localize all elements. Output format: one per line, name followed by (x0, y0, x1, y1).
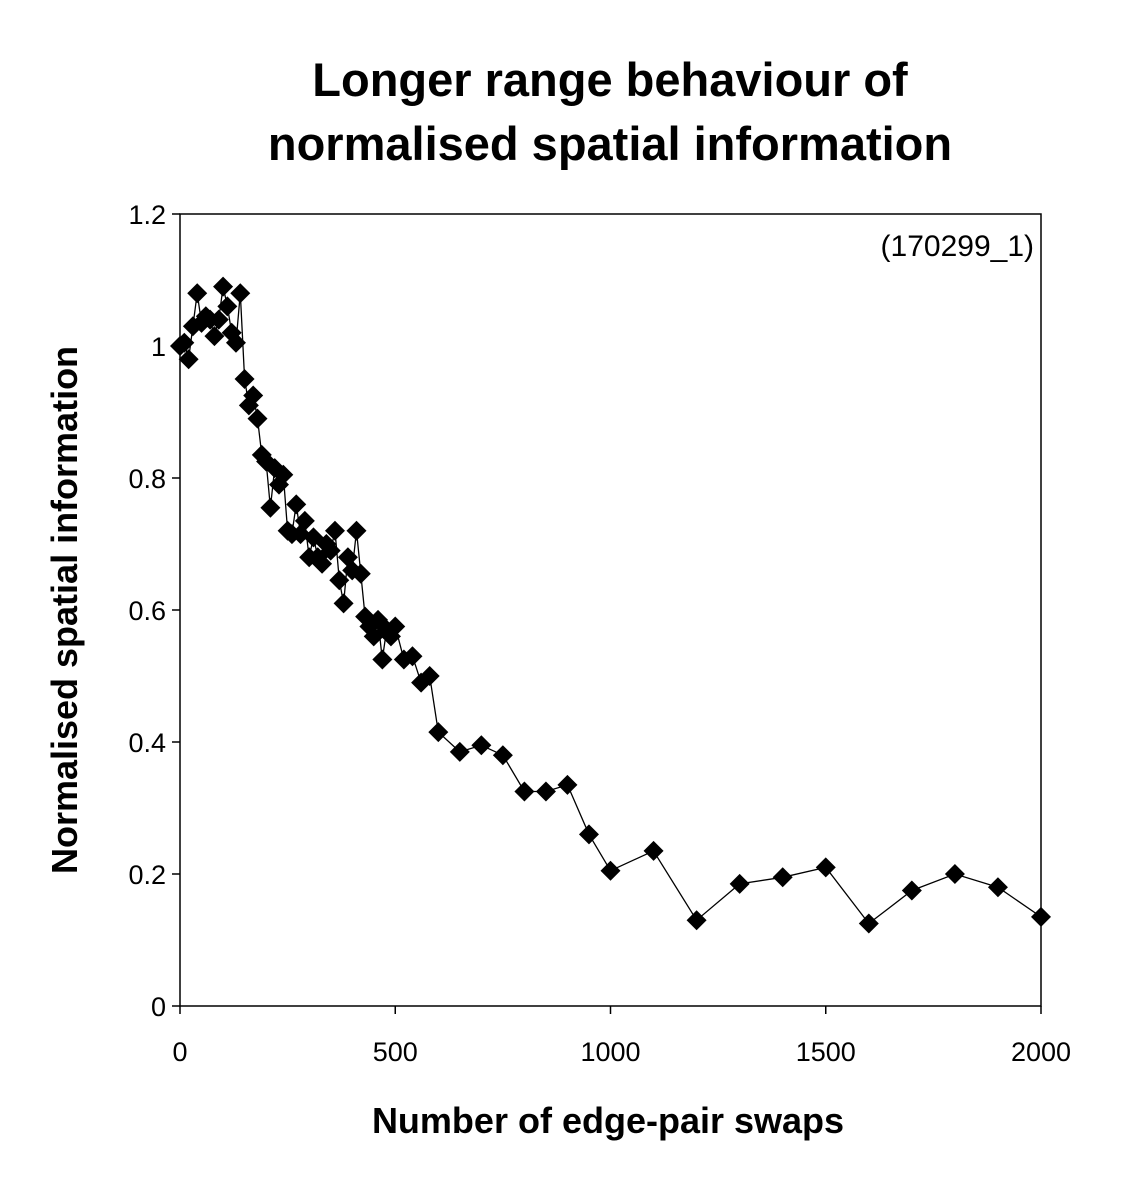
data-point (187, 283, 208, 304)
chart-title-line-2: normalised spatial information (268, 117, 952, 170)
y-tick-label: 0.8 (128, 464, 166, 494)
data-point (273, 464, 294, 485)
plot-area: 0 0.2 0.4 0.6 0.8 1 1.2 0 500 1000 1500 2000 (128, 200, 1071, 1067)
data-point (402, 646, 423, 667)
data-point (225, 332, 246, 353)
data-point (686, 910, 707, 931)
y-tick-label: 1.2 (128, 200, 166, 230)
data-point (243, 385, 264, 406)
data-point (428, 722, 449, 743)
data-point (600, 860, 621, 881)
y-axis-label: Normalised spatial information (44, 346, 85, 874)
data-point (260, 497, 281, 518)
data-point (230, 283, 251, 304)
chart-title-line-1: Longer range behaviour of (312, 53, 908, 106)
data-point (312, 553, 333, 574)
data-point (204, 326, 225, 347)
data-point (858, 913, 879, 934)
data-point (234, 369, 255, 389)
x-tick-label: 2000 (1011, 1037, 1071, 1067)
data-point (178, 349, 199, 370)
data-point (208, 309, 229, 330)
data-point (346, 520, 367, 541)
y-tick-label: 0.6 (128, 596, 166, 626)
y-tick-label: 0.2 (128, 860, 166, 890)
y-tick-label: 1 (151, 332, 166, 362)
data-point (772, 867, 793, 888)
data-point (535, 781, 556, 802)
data-point (514, 781, 535, 802)
data-point (333, 593, 354, 614)
data-point (324, 520, 345, 541)
data-point (815, 857, 836, 878)
x-tick-label: 0 (172, 1037, 187, 1067)
data-point (372, 649, 393, 670)
data-point (217, 296, 238, 317)
x-tick-label: 1500 (796, 1037, 856, 1067)
data-point (987, 877, 1008, 898)
data-point (320, 540, 341, 561)
data-point (294, 510, 315, 531)
series-line (179, 286, 1042, 925)
data-point (557, 774, 578, 795)
data-point (1031, 906, 1051, 927)
data-point (174, 332, 195, 353)
data-point (578, 824, 599, 845)
data-point (643, 840, 664, 861)
data-point (492, 745, 513, 766)
data-point (901, 880, 922, 901)
data-point (449, 741, 470, 762)
data-point (329, 570, 350, 591)
data-point (729, 873, 750, 894)
data-point (385, 616, 406, 637)
x-tick-label: 500 (373, 1037, 418, 1067)
data-point (944, 864, 965, 884)
chart-annotation: (170299_1) (881, 230, 1034, 263)
y-tick-label: 0 (151, 992, 166, 1022)
data-point (419, 666, 440, 686)
data-point (350, 563, 371, 584)
x-axis-label: Number of edge-pair swaps (372, 1100, 844, 1141)
data-point (286, 494, 307, 515)
x-tick-label: 1000 (580, 1037, 640, 1067)
data-point (471, 735, 492, 756)
data-point (247, 408, 268, 429)
data-point (213, 276, 234, 297)
y-tick-label: 0.4 (128, 728, 166, 758)
